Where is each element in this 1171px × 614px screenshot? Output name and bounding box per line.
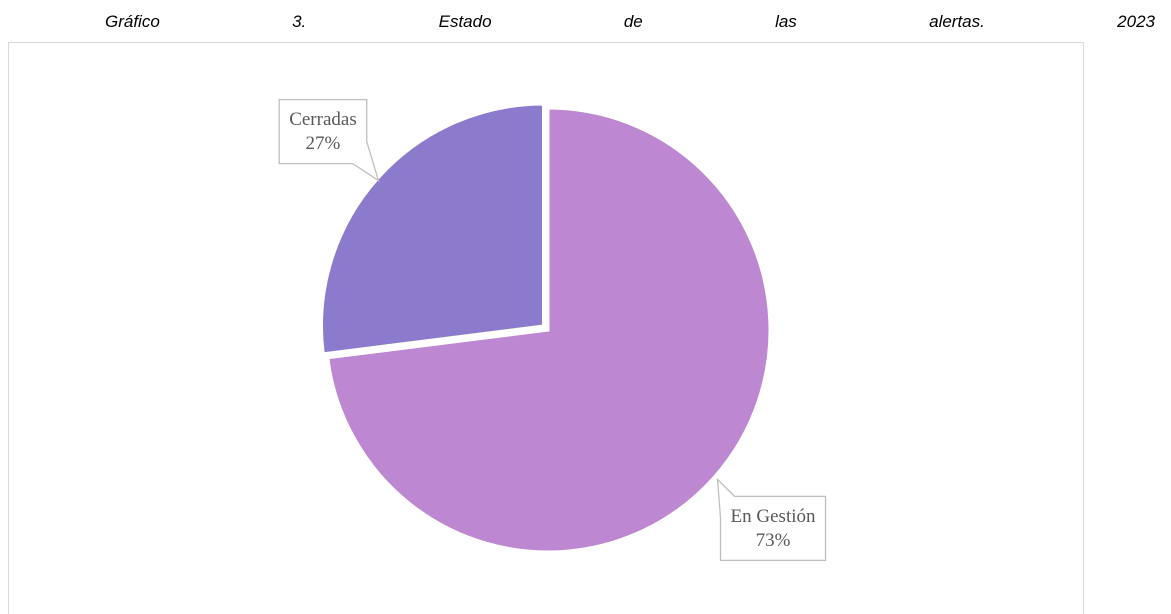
label-box [719, 495, 827, 562]
label-pointer [716, 477, 736, 519]
pie-slice [326, 106, 772, 554]
label-value: 27% [306, 133, 341, 154]
label-value: 73% [756, 530, 791, 551]
label-pointer [352, 141, 380, 183]
chart-title: Gráfico 3. Estado de las alertas. 2023 [105, 12, 1155, 31]
data-label: Cerradas 27% [278, 98, 380, 183]
data-label: En Gestión 73% [716, 477, 827, 562]
chart-border [8, 42, 1084, 614]
label-category: Cerradas [289, 109, 357, 130]
label-box [278, 98, 368, 165]
label-category: En Gestión [731, 506, 816, 527]
